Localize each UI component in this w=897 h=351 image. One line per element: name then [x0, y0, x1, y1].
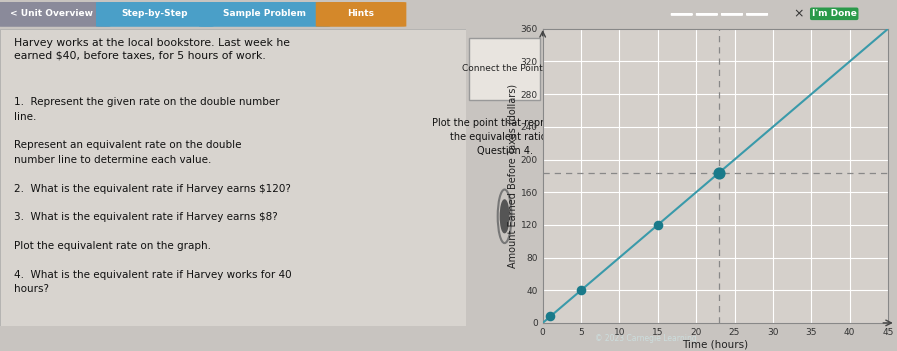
Text: ×: × — [793, 7, 804, 20]
Point — [544, 313, 558, 319]
FancyBboxPatch shape — [316, 2, 406, 27]
FancyBboxPatch shape — [199, 2, 330, 27]
Text: < Unit Overview: < Unit Overview — [10, 9, 93, 18]
X-axis label: Time (hours): Time (hours) — [683, 339, 748, 350]
Text: I'm Done: I'm Done — [812, 9, 857, 18]
Text: Connect the Points: Connect the Points — [462, 65, 547, 73]
Point — [712, 170, 727, 176]
Text: 1.  Represent the given rate on the double number
line.

Represent an equivalent: 1. Represent the given rate on the doubl… — [14, 97, 292, 294]
Text: Hints: Hints — [347, 9, 375, 18]
FancyBboxPatch shape — [469, 38, 540, 100]
Text: Harvey works at the local bookstore. Last week he
earned $40, before taxes, for : Harvey works at the local bookstore. Las… — [14, 38, 290, 61]
Y-axis label: Amount Earned Before Taxes (dollars): Amount Earned Before Taxes (dollars) — [508, 84, 518, 268]
Text: © 2023 Carnegie Learning: © 2023 Carnegie Learning — [595, 334, 697, 343]
FancyBboxPatch shape — [96, 2, 213, 27]
FancyBboxPatch shape — [0, 29, 466, 326]
Point — [650, 222, 665, 228]
Circle shape — [501, 200, 509, 233]
FancyBboxPatch shape — [0, 2, 110, 27]
Point — [574, 287, 588, 293]
Text: Plot the point that represents
the equivalent ratio in
Question 4.: Plot the point that represents the equiv… — [432, 118, 577, 156]
Text: Step-by-Step: Step-by-Step — [121, 9, 188, 18]
Text: Sample Problem: Sample Problem — [223, 9, 306, 18]
